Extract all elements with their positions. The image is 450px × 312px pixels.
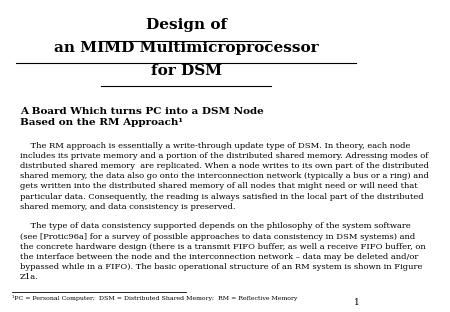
Text: The RM approach is essentially a write-through update type of DSM. In theory, ea: The RM approach is essentially a write-t… [20,142,429,211]
Text: Design of: Design of [146,18,227,32]
Text: A Board Which turns PC into a DSM Node
Based on the RM Approach¹: A Board Which turns PC into a DSM Node B… [20,106,264,127]
Text: The type of data consistency supported depends on the philosophy of the system s: The type of data consistency supported d… [20,222,426,281]
Text: an MIMD Multimicroprocessor: an MIMD Multimicroprocessor [54,41,319,55]
Text: ¹PC = Personal Computer;  DSM = Distributed Shared Memory;  RM = Reflective Memo: ¹PC = Personal Computer; DSM = Distribut… [13,295,298,300]
Text: 1: 1 [354,298,360,307]
Text: for DSM: for DSM [151,64,222,78]
